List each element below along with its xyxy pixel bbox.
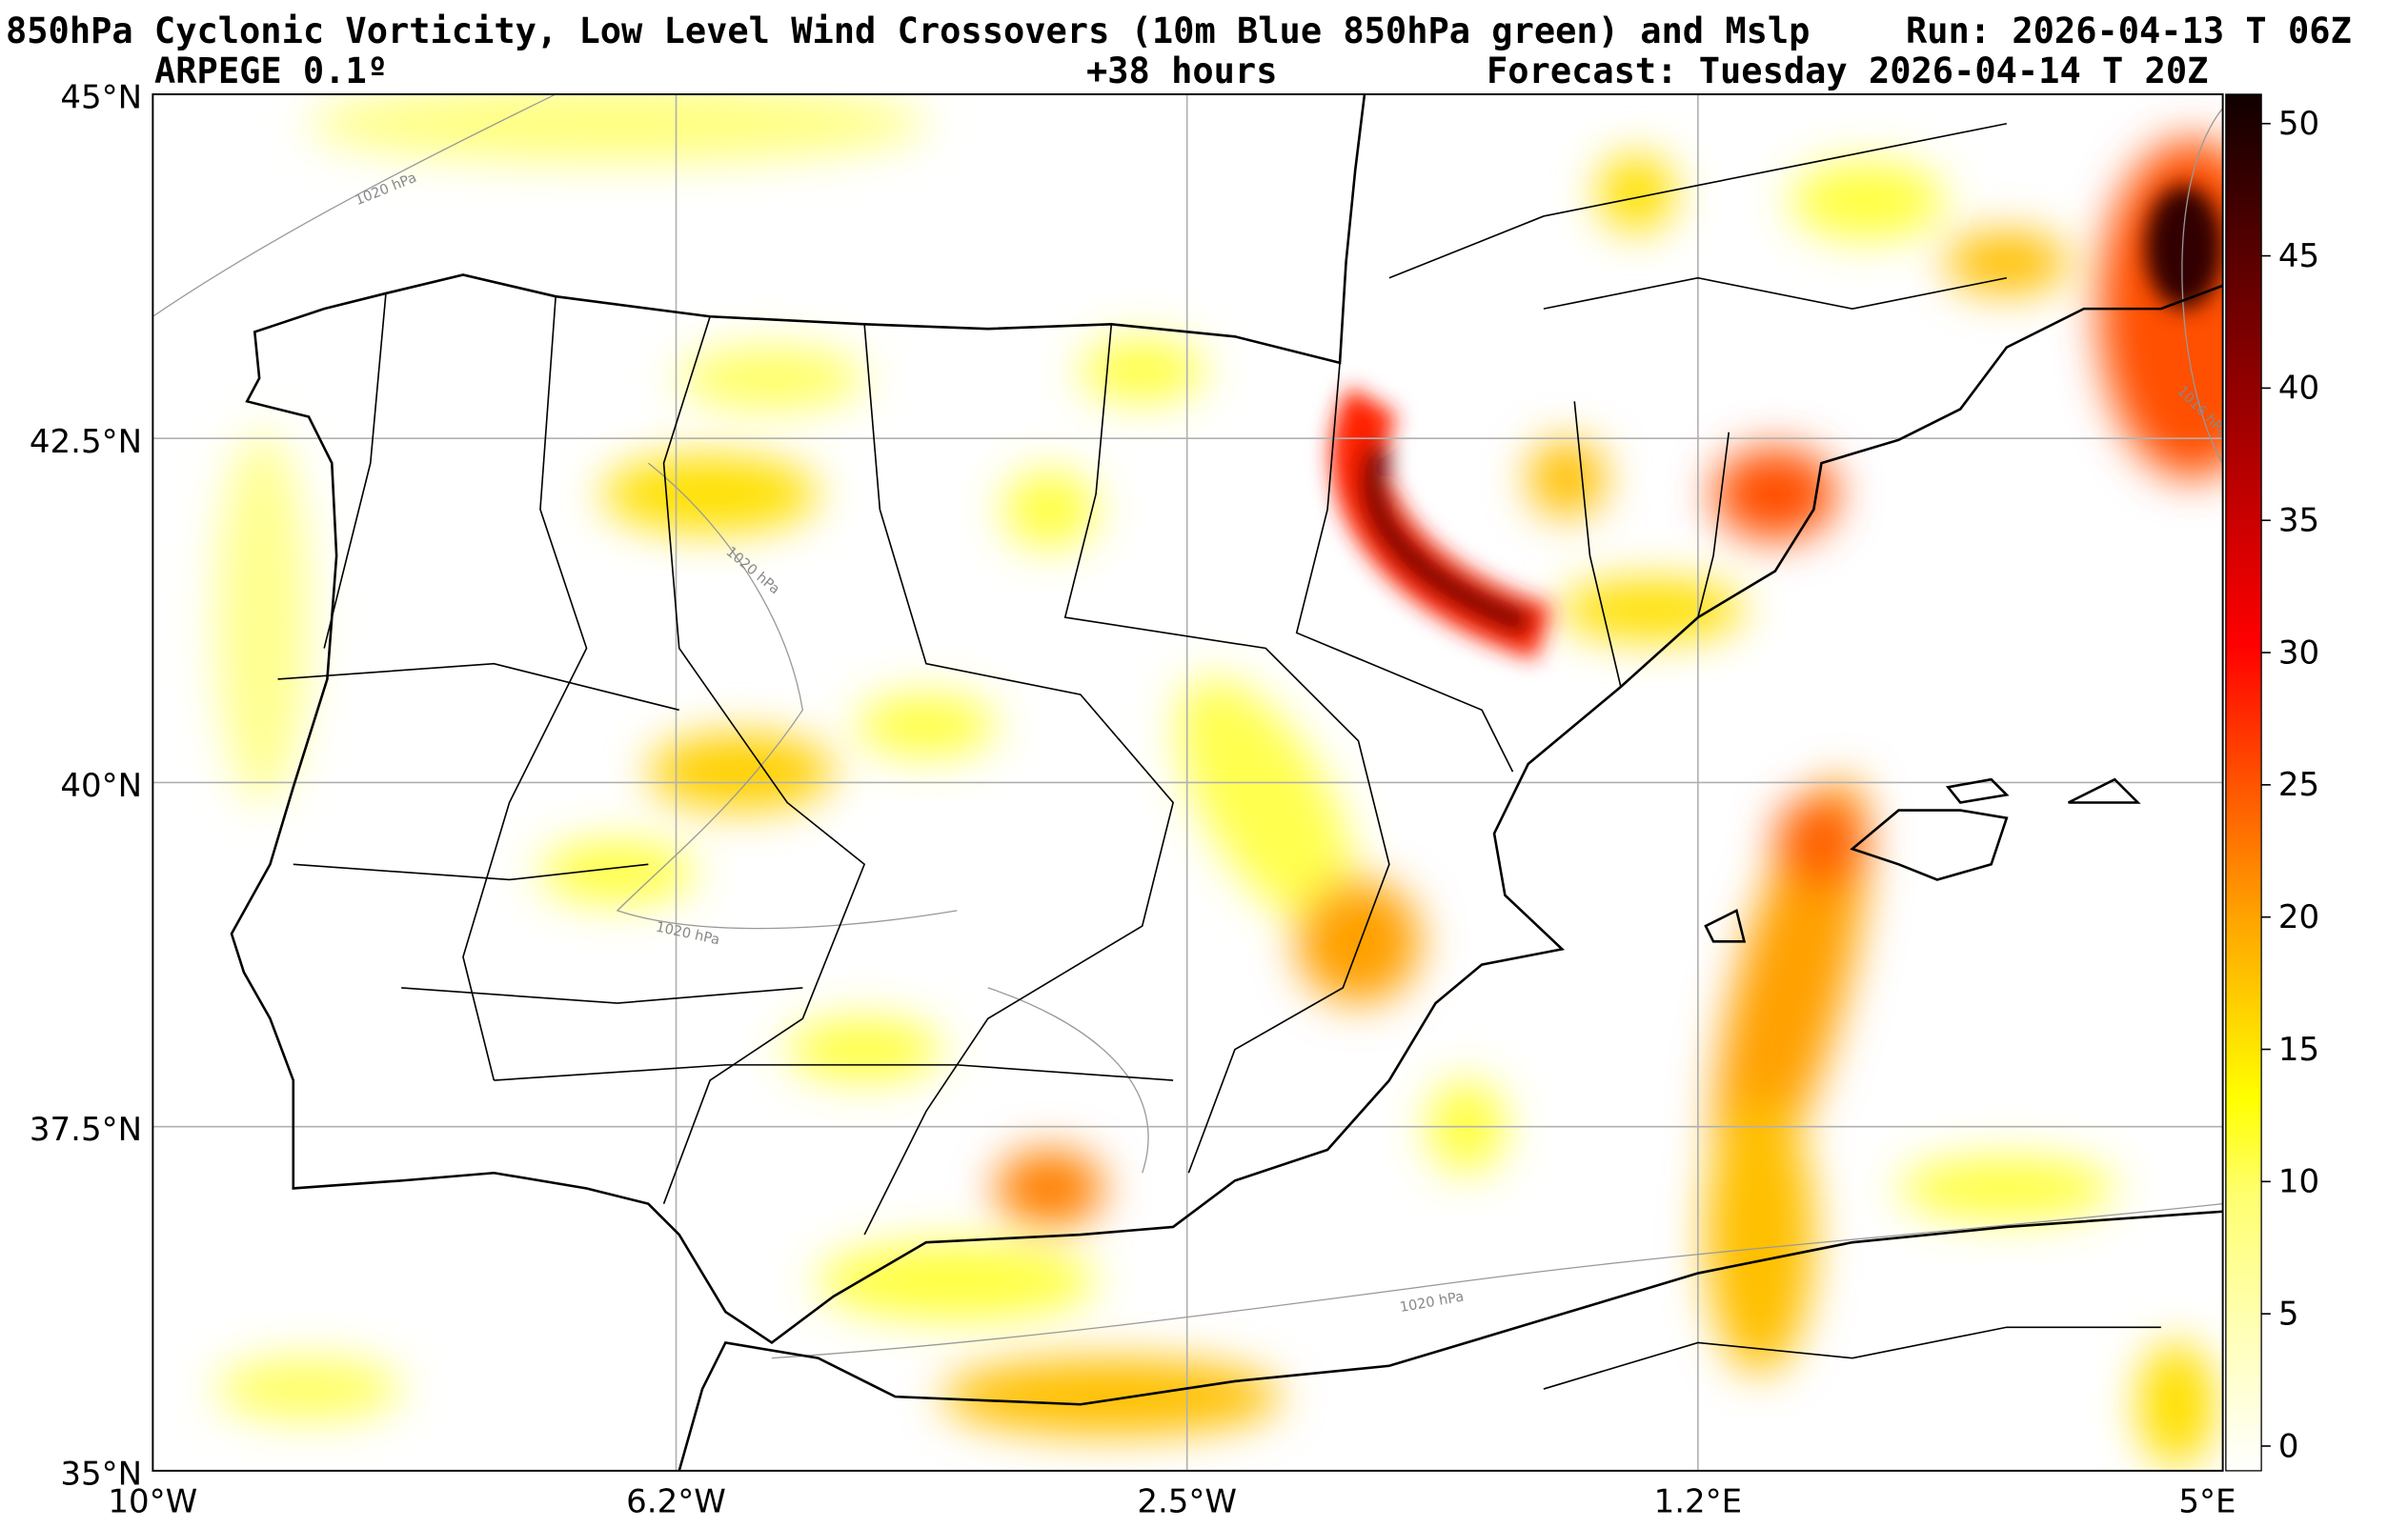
gridlines — [152, 93, 2223, 1471]
admin-borders — [277, 122, 2161, 1390]
lon-tick-label: 5°E — [2178, 1483, 2236, 1521]
colorbar-tick-label: 25 — [2278, 766, 2319, 804]
colorbar-tick-label: 45 — [2278, 237, 2319, 275]
colorbar-tick-label: 10 — [2278, 1163, 2319, 1201]
lon-tick-label: 10°W — [108, 1483, 197, 1521]
colorbar-tick-label: 30 — [2278, 633, 2319, 672]
map-area[interactable]: 1020 hPa 1020 hPa 1020 hPa 1020 hPa 1016… — [152, 85, 2284, 1471]
colorbar-tick-label: 15 — [2278, 1031, 2319, 1069]
lat-tick-label: 45°N — [60, 79, 142, 117]
lat-tick-label: 40°N — [60, 767, 142, 805]
vorticity-field — [215, 93, 2223, 1467]
colorbar-scale — [2225, 93, 2262, 1472]
model-name: ARPEGE 0.1º — [154, 50, 389, 91]
lead-time: +38 hours — [1086, 50, 1278, 91]
colorbar-tick-label: 20 — [2278, 898, 2319, 936]
title-line1: 850hPa Cyclonic Vorticity, Low Level Win… — [6, 10, 1811, 51]
lon-axis: 10°W 6.2°W 2.5°W 1.2°E 5°E — [108, 1483, 2236, 1521]
lon-tick-label: 6.2°W — [626, 1483, 726, 1521]
run-time: Run: 2026-04-13 T 06Z — [1906, 10, 2352, 51]
colorbar-tick-label: 35 — [2278, 502, 2319, 540]
lon-tick-label: 2.5°W — [1137, 1483, 1237, 1521]
lon-tick-label: 1.2°E — [1654, 1483, 1743, 1521]
colorbar-tick-label: 0 — [2278, 1427, 2299, 1465]
lat-axis: 45°N 42.5°N 40°N 37.5°N 35°N — [30, 79, 142, 1494]
map-frame — [152, 93, 2224, 1472]
lat-tick-label: 37.5°N — [30, 1111, 142, 1149]
lat-tick-label: 42.5°N — [30, 423, 142, 461]
forecast-time: Forecast: Tuesday 2026-04-14 T 20Z — [1487, 50, 2209, 91]
colorbar-tick-label: 40 — [2278, 370, 2319, 408]
colorbar-tick-label: 5 — [2278, 1295, 2299, 1333]
isobars — [152, 93, 2223, 1359]
vorticity-core — [1330, 185, 2223, 660]
colorbar-tick-label: 50 — [2278, 105, 2319, 143]
coastlines — [230, 93, 2223, 1471]
lat-tick-label: 35°N — [60, 1455, 142, 1493]
